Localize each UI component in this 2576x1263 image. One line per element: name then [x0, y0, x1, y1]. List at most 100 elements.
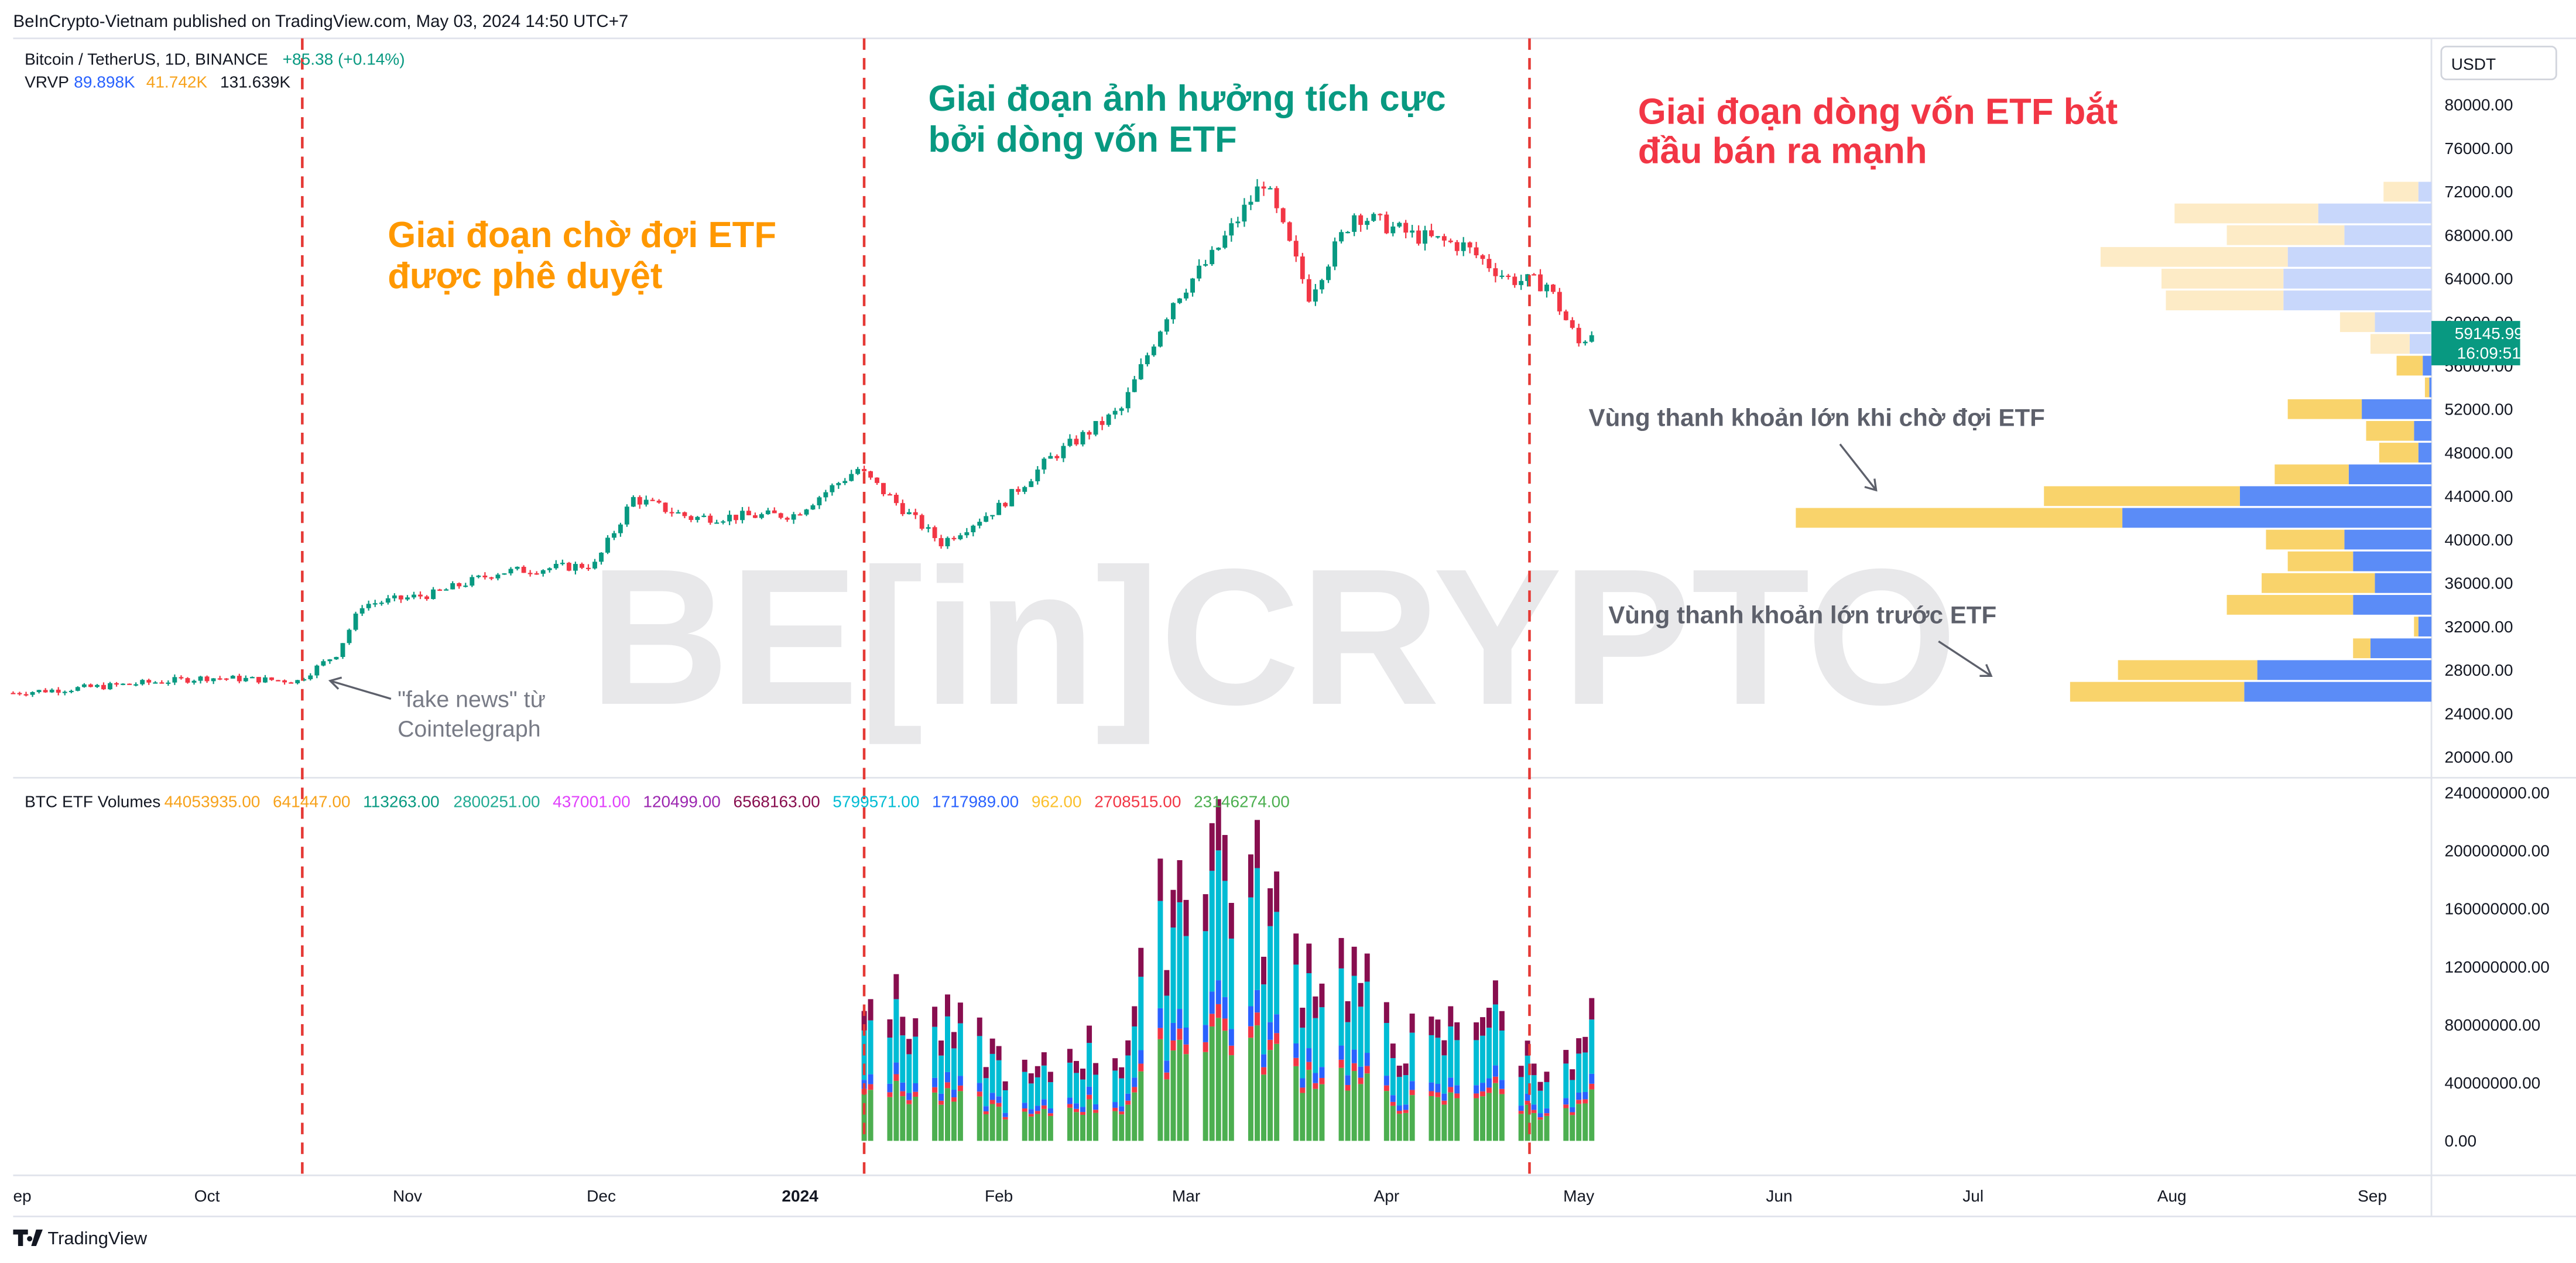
etf-volume-segment: [900, 1035, 906, 1083]
candle-body: [1184, 292, 1188, 299]
etf-volume-segment: [1228, 1029, 1234, 1046]
candle-body: [1512, 276, 1517, 285]
candle-body: [1003, 502, 1008, 506]
etf-volume-segment: [1228, 903, 1234, 939]
etf-volume-segment: [1177, 902, 1183, 1009]
etf-volume-segment: [1396, 1114, 1402, 1141]
etf-volume-segment: [1164, 1072, 1170, 1080]
etf-volume-segment: [1518, 1077, 1524, 1106]
volume-profile-up-bar: [2266, 529, 2345, 550]
candle-body: [405, 597, 410, 600]
candle-body: [424, 596, 429, 600]
etf-volume-segment: [1441, 1093, 1447, 1101]
volume-profile-down-bar: [2344, 225, 2432, 245]
candle-body: [785, 518, 790, 520]
candle-body: [708, 515, 713, 523]
candle-body: [489, 577, 494, 579]
etf-volume-segment: [1351, 1049, 1357, 1063]
etf-volume-segment: [951, 1101, 957, 1141]
etf-volume-segment: [1576, 1100, 1582, 1104]
etf-volume-segment: [1119, 1114, 1125, 1141]
time-axis-label: Apr: [1374, 1187, 1400, 1205]
etf-volume-segment: [1028, 1083, 1034, 1110]
etf-volume-segment: [1429, 1035, 1434, 1083]
etf-volume-segment: [1255, 820, 1260, 868]
etf-volume-segment: [1132, 1092, 1138, 1141]
etf-volume-segment: [1448, 1087, 1454, 1093]
etf-volume-segment: [1351, 946, 1357, 976]
candle-body: [457, 583, 462, 587]
candle-body: [1022, 487, 1027, 492]
etf-volume-segment: [861, 1094, 867, 1141]
candle-body: [1582, 341, 1588, 344]
etf-volume-segment: [1074, 1112, 1079, 1141]
etf-volume-segment: [1228, 1045, 1234, 1056]
candle-body: [1525, 274, 1530, 281]
time-axis[interactable]: ep Oct Nov Dec 2024 Feb Mar Apr May Jun Jul Aug Sep: [13, 1187, 2387, 1205]
etf-volume-bars: [861, 799, 1595, 1141]
candle-body: [1093, 421, 1098, 435]
etf-volume-segment: [1041, 1099, 1047, 1105]
candle-body: [217, 678, 222, 680]
etf-volume-segment: [1486, 1093, 1492, 1141]
candle-body: [11, 693, 16, 694]
candle-body: [95, 684, 100, 687]
candle-body: [823, 492, 828, 498]
etf-volume-segment: [1002, 1090, 1008, 1113]
candle-body: [1378, 214, 1383, 215]
etf-volume-segment: [1390, 1043, 1396, 1059]
last-price-value: 59145.99: [2455, 324, 2523, 343]
etf-volume-segment: [1474, 1040, 1479, 1086]
etf-volume-segment: [1364, 1066, 1370, 1074]
etf-volume-segment: [1170, 1050, 1176, 1141]
candle-body: [1164, 319, 1169, 332]
etf-volume-segment: [1306, 1048, 1312, 1062]
etf-volume-segment: [868, 1090, 873, 1141]
candle-body: [553, 563, 559, 569]
etf-volume-segment: [932, 1087, 938, 1093]
etf-volume-segment: [1022, 1072, 1027, 1103]
etf-volume-segment: [996, 1060, 1002, 1097]
etf-volume-segment: [1486, 1078, 1492, 1088]
etf-volume-segment: [1582, 1103, 1588, 1141]
candle-body: [631, 497, 636, 507]
annotation-phase-waiting: Giai đoạn chờ đợi ETF được phê duyệt: [388, 215, 776, 296]
etf-volume-segment: [1570, 1112, 1575, 1115]
etf-volume-segment: [1319, 983, 1325, 1008]
volume-profile-down-bar: [2244, 682, 2432, 702]
candle-body: [340, 643, 345, 657]
candle-body: [1203, 264, 1208, 266]
candle-body: [1589, 335, 1594, 342]
candle-body: [68, 690, 74, 693]
etf-volume-segment: [913, 1036, 919, 1083]
etf-volume-segment: [1492, 1083, 1498, 1141]
etf-volume-segment: [1183, 899, 1189, 936]
etf-volume-segment: [1358, 1077, 1364, 1084]
candle-body: [951, 538, 957, 539]
etf-volume-segment: [1319, 1067, 1325, 1078]
etf-volume-segment: [887, 1037, 893, 1084]
price-axis[interactable]: USDT 80000.00 76000.00 72000.00 68000.00 640…: [2431, 46, 2557, 766]
etf-volume-segment: [913, 1018, 919, 1037]
volume-profile: [1796, 182, 2432, 702]
etf-volume-segment: [932, 1026, 938, 1078]
etf-volume-segment: [938, 1104, 944, 1141]
etf-volume-segment: [1209, 871, 1215, 992]
etf-volume-segment: [1454, 1022, 1460, 1040]
candle-body: [30, 692, 35, 695]
volume-profile-down-bar: [2409, 334, 2432, 354]
annotation-arrows: [328, 443, 1993, 700]
etf-volume-segment: [1300, 1007, 1306, 1028]
candle-body: [1441, 236, 1447, 241]
candle-body: [605, 538, 610, 553]
price-tick-label: 76000.00: [2445, 139, 2513, 158]
etf-volume-segment: [1474, 1098, 1479, 1141]
candle-body: [759, 514, 764, 518]
etf-volume-segment: [887, 1019, 893, 1038]
etf-volume-segment: [1093, 1104, 1099, 1110]
etf-volume-segment: [1203, 931, 1208, 1025]
etf-volume-segment: [1525, 1093, 1530, 1101]
currency-button[interactable]: [2440, 46, 2557, 81]
etf-volume-segment: [945, 1082, 950, 1089]
etf-volume-segment: [1499, 1030, 1505, 1080]
